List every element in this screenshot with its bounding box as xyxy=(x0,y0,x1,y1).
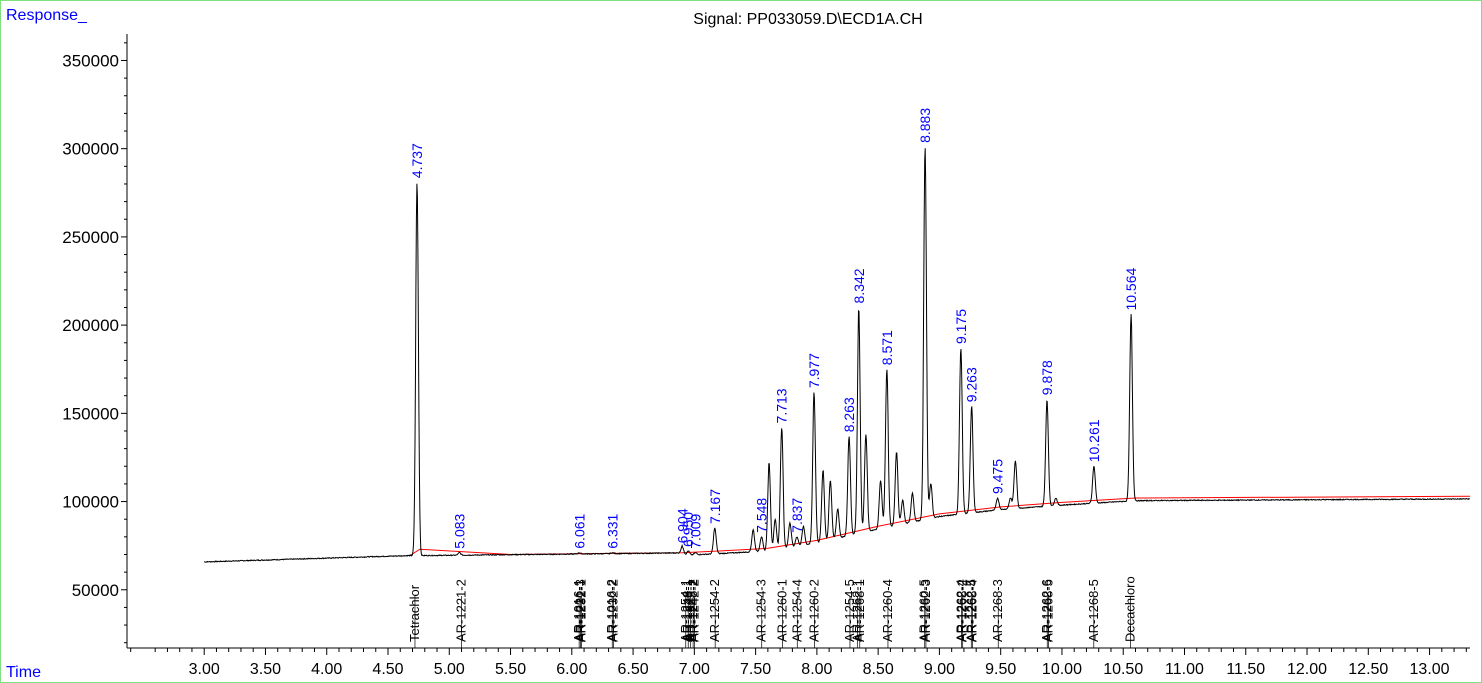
peak-label: 9.263 xyxy=(964,367,980,402)
compound-label: AR-1262-4 xyxy=(953,579,968,642)
signal-trace xyxy=(204,148,1470,563)
peak-label: 6.904 xyxy=(675,508,691,543)
x-tick-label: 4.50 xyxy=(372,661,403,678)
compound-label: AR-1268-5 xyxy=(1086,579,1101,642)
compound-label: AR-1248-1 xyxy=(680,579,695,642)
trace-group xyxy=(204,148,1470,563)
x-tick-label: 3.50 xyxy=(250,661,281,678)
y-tick-label: 150000 xyxy=(62,404,119,423)
compound-label: Tetrachlor xyxy=(407,584,422,642)
compound-label: AR-1221-2 xyxy=(454,579,469,642)
peak-label: 8.342 xyxy=(851,268,867,303)
x-ticks: 3.00 3.50 4.00 4.50 5.00 5.50 6.00 6.50 7.00 7.50… xyxy=(130,648,1467,678)
compound-label: AR-1262-6 xyxy=(1039,579,1054,642)
x-tick-label: 6.50 xyxy=(618,661,649,678)
peak-label: 6.331 xyxy=(604,513,620,548)
compound-label: AR-1260-4 xyxy=(880,579,895,642)
compound-label: AR-1016-1 xyxy=(571,579,586,642)
x-tick-label: 10.00 xyxy=(1042,661,1082,678)
compound-label: AR-1016-2 xyxy=(604,579,619,642)
peak-label: 7.977 xyxy=(806,353,822,388)
peak-label: 7.548 xyxy=(753,498,769,533)
y-tick-label: 50000 xyxy=(72,581,119,600)
compound-label: AR-1254-4 xyxy=(789,579,804,642)
peak-label: 7.837 xyxy=(789,498,805,533)
compound-label: Decachloro xyxy=(1123,576,1138,642)
peak-label: 5.083 xyxy=(451,513,467,548)
x-tick-label: 11.50 xyxy=(1226,661,1265,678)
peak-label: 6.061 xyxy=(571,513,587,548)
peak-labels: 4.737 5.083 6.061 6.331 6.9046.9507.0097.167… xyxy=(409,108,1139,549)
peak-label: 8.571 xyxy=(879,330,895,365)
x-tick-label: 8.00 xyxy=(801,661,832,678)
y-tick-label: 250000 xyxy=(62,228,119,247)
peak-label: 7.009 xyxy=(687,513,703,548)
peak-label: 8.263 xyxy=(841,397,857,432)
compound-label: AR-1254-5 xyxy=(842,579,857,642)
compound-label: AR-1268-3 xyxy=(990,579,1005,642)
x-tick-label: 10.50 xyxy=(1103,661,1143,678)
x-axis-label: Time xyxy=(6,664,41,681)
compound-label: AR-1221-3 xyxy=(572,579,587,642)
peak-label: 4.737 xyxy=(409,143,425,178)
peak-label: 10.564 xyxy=(1123,268,1139,311)
compound-label: AR-1260-1 xyxy=(775,579,790,642)
x-tick-label: 6.00 xyxy=(556,661,587,678)
compound-labels: Tetrachlor AR-1221-2 AR-1016-1AR-1221-3AR-… xyxy=(407,576,1138,648)
y-tick-label: 300000 xyxy=(62,140,119,159)
compound-label: AR-1242-2 xyxy=(686,579,701,642)
compound-label: AR-1268-5 xyxy=(1040,579,1055,642)
peak-label: 9.878 xyxy=(1039,360,1055,395)
compound-label: AR-1254-1 xyxy=(678,579,693,642)
y-tick-label: 200000 xyxy=(62,316,119,335)
x-tick-label: 13.00 xyxy=(1410,661,1450,678)
compound-label: AR-1262-1 xyxy=(849,579,864,642)
x-tick-label: 7.50 xyxy=(740,661,771,678)
x-tick-label: 12.50 xyxy=(1348,661,1388,678)
x-tick-label: 5.50 xyxy=(495,661,526,678)
compound-label: AR-1254-2 xyxy=(707,579,722,642)
compound-label: AR-1260-2 xyxy=(806,579,821,642)
peak-label: 6.950 xyxy=(680,512,696,547)
y-tick-label: 100000 xyxy=(62,493,119,512)
peak-label: 9.175 xyxy=(953,309,969,344)
compound-label: AR-1232-2 xyxy=(605,579,620,642)
integration-baseline xyxy=(409,495,1471,556)
peak-label: 8.883 xyxy=(917,108,933,143)
chart-title: Signal: PP033059.D\ECD1A.CH xyxy=(693,11,922,28)
x-tick-label: 9.50 xyxy=(985,661,1016,678)
compound-label: AR-1260-5 xyxy=(917,579,932,642)
compound-label: AR-1268-1 xyxy=(852,579,867,642)
y-tick-label: 350000 xyxy=(62,51,119,70)
x-tick-label: 7.00 xyxy=(679,661,710,678)
peak-label: 9.475 xyxy=(990,459,1006,494)
x-tick-label: 4.00 xyxy=(311,661,342,678)
x-tick-label: 5.00 xyxy=(434,661,465,678)
compound-label: AR-1242-1 xyxy=(683,579,698,642)
x-tick-label: 9.00 xyxy=(924,661,955,678)
compound-label: AR-1254-3 xyxy=(754,579,769,642)
peak-label: 7.167 xyxy=(707,489,723,524)
baseline-group xyxy=(409,495,1471,556)
compound-label: AR-1262-3 xyxy=(918,579,933,642)
compound-label: AR-1248-2 xyxy=(685,579,700,642)
y-ticks: 50000 100000 150000 200000 250000 300000 35000… xyxy=(62,42,127,644)
compound-label: AR-1268-4 xyxy=(965,579,980,642)
x-tick-label: 3.00 xyxy=(189,661,220,678)
y-axis-label: Response_ xyxy=(6,7,88,24)
peak-label: 7.713 xyxy=(774,388,790,423)
peak-label: 10.261 xyxy=(1086,419,1102,462)
compound-label: AR-1262-5 xyxy=(963,579,978,642)
compound-label: AR-1268-2 xyxy=(955,579,970,642)
x-tick-label: 12.00 xyxy=(1287,661,1327,678)
x-tick-label: 11.00 xyxy=(1165,661,1204,678)
x-tick-label: 8.50 xyxy=(863,661,894,678)
compound-label: AR-1232-1 xyxy=(574,579,589,642)
